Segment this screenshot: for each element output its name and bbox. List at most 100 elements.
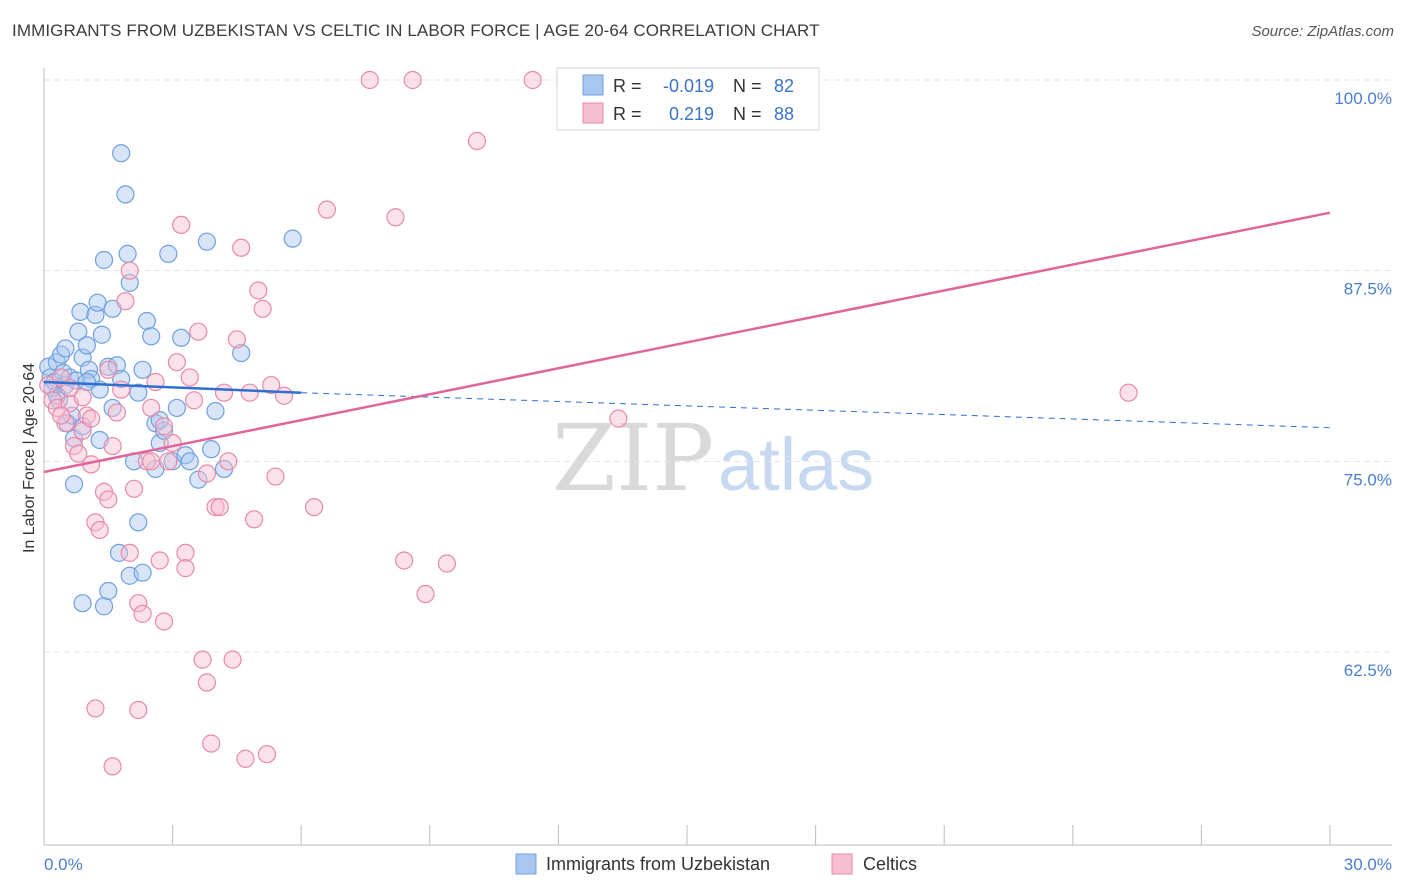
- point-0-54: [73, 594, 92, 613]
- point-1-63: [467, 131, 487, 151]
- point-0-43: [167, 398, 186, 418]
- point-1-55: [304, 497, 324, 517]
- point-1-14: [99, 490, 118, 509]
- point-1-34: [184, 391, 204, 410]
- point-1-48: [244, 510, 264, 529]
- point-0-27: [107, 356, 126, 375]
- point-1-17: [112, 380, 131, 399]
- y-tick-label-3: 62.5%: [1344, 661, 1392, 680]
- legend-swatch-uzbekistan: [582, 74, 604, 96]
- x-tick-label-min: 0.0%: [44, 855, 83, 874]
- point-1-54: [274, 386, 294, 405]
- point-0-36: [137, 311, 156, 331]
- x-ticks: [43, 825, 1331, 845]
- point-1-70: [176, 559, 195, 578]
- watermark-zip: ZIP: [552, 405, 714, 512]
- legend-r-value-0: -0.019: [663, 76, 714, 96]
- trend-line-uzbekistan: [43, 380, 302, 394]
- point-1-64: [523, 70, 542, 90]
- point-1-23: [137, 452, 156, 471]
- point-0-28: [109, 543, 129, 562]
- axes: [43, 68, 1392, 846]
- point-0-44: [172, 328, 191, 347]
- point-0-17: [77, 336, 96, 355]
- legend-swatch-celtics: [582, 102, 604, 124]
- grid-lines: [44, 79, 1392, 653]
- point-1-53: [266, 467, 285, 486]
- legend-n-label-0: N =: [733, 76, 762, 96]
- point-0-35: [133, 360, 152, 379]
- x-tick-label-max: 30.0%: [1344, 855, 1392, 874]
- point-1-15: [103, 436, 122, 456]
- point-0-53: [283, 229, 302, 248]
- point-1-76: [154, 417, 174, 436]
- point-1-75: [52, 406, 71, 425]
- point-1-56: [317, 200, 337, 219]
- legend-n-value-1: 88: [774, 104, 794, 124]
- point-0-58: [133, 563, 152, 582]
- point-1-78: [197, 464, 216, 483]
- point-1-73: [103, 757, 122, 776]
- point-0-30: [116, 185, 135, 204]
- point-1-19: [120, 543, 139, 562]
- point-1-18: [116, 292, 135, 311]
- point-1-39: [206, 497, 225, 517]
- point-0-31: [118, 244, 137, 263]
- point-1-69: [142, 452, 161, 471]
- point-1-41: [214, 383, 234, 402]
- point-1-21: [129, 594, 148, 613]
- point-0-15: [71, 302, 90, 321]
- point-1-67: [120, 261, 139, 280]
- bottom-legend-swatch-celtics: [831, 853, 853, 875]
- point-0-59: [129, 513, 148, 532]
- point-1-58: [386, 208, 405, 227]
- point-1-57: [360, 70, 379, 90]
- legend-r-label-1: R =: [613, 104, 642, 124]
- point-1-24: [142, 398, 161, 418]
- point-1-16: [107, 403, 126, 422]
- point-1-31: [172, 215, 191, 235]
- y-tick-labels: 100.0% 87.5% 75.0% 62.5%: [1334, 89, 1392, 680]
- point-1-72: [129, 700, 148, 720]
- chart-source: Source: ZipAtlas.com: [1251, 23, 1394, 40]
- point-1-27: [154, 612, 174, 631]
- point-1-20: [124, 479, 144, 498]
- point-1-65: [609, 409, 628, 428]
- series-uzbekistan-points: [39, 144, 302, 616]
- point-1-47: [240, 383, 259, 402]
- trend-lines: [43, 211, 1331, 474]
- chart-title: IMMIGRANTS FROM UZBEKISTAN VS CELTIC IN …: [12, 21, 820, 40]
- bottom-legend-label-uzbekistan: Immigrants from Uzbekistan: [546, 854, 770, 874]
- point-0-29: [112, 144, 131, 163]
- point-1-12: [90, 520, 109, 540]
- point-1-68: [99, 360, 118, 379]
- point-1-36: [193, 650, 212, 669]
- bottom-legend-label-celtics: Celtics: [863, 854, 917, 874]
- point-1-38: [202, 734, 221, 753]
- point-0-24: [94, 250, 114, 270]
- point-1-32: [176, 543, 195, 562]
- point-1-40: [210, 497, 229, 517]
- point-1-22: [133, 604, 152, 623]
- point-1-59: [394, 551, 414, 570]
- point-1-8: [73, 388, 92, 407]
- point-1-28: [159, 452, 178, 471]
- series-celtics-points: [39, 70, 1138, 776]
- bottom-legend-swatch-uzbekistan: [515, 853, 537, 875]
- point-0-52: [232, 343, 251, 363]
- point-1-50: [253, 299, 272, 318]
- watermark-atlas: atlas: [718, 423, 874, 506]
- point-1-60: [403, 70, 422, 90]
- trend-line-celtics: [43, 211, 1331, 474]
- legend-r-value-1: 0.219: [669, 104, 714, 124]
- legend-n-value-0: 82: [774, 76, 794, 96]
- point-1-30: [167, 353, 186, 372]
- point-0-65: [56, 339, 75, 358]
- point-1-49: [249, 281, 268, 300]
- point-0-14: [69, 322, 88, 341]
- legend-n-label-1: N =: [733, 104, 762, 124]
- point-1-7: [69, 444, 88, 463]
- legend-r-label-0: R =: [613, 76, 642, 96]
- point-1-37: [197, 673, 216, 692]
